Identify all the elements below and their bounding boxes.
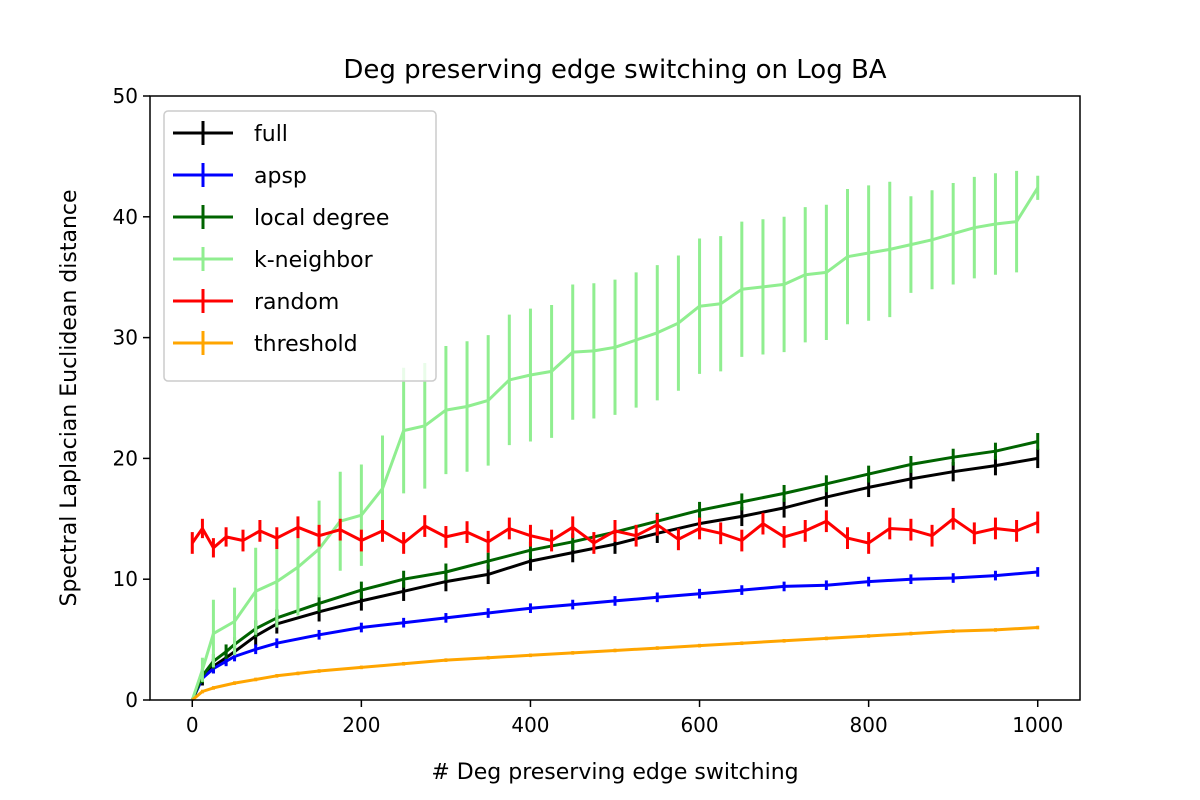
series-line xyxy=(191,626,1038,702)
legend-item: apsp xyxy=(173,163,307,189)
series-line xyxy=(191,517,1039,550)
x-tick-label: 600 xyxy=(680,713,718,737)
legend-item: full xyxy=(173,121,288,147)
legend-label: k-neighbor xyxy=(254,248,374,273)
x-tick-label: 800 xyxy=(850,713,888,737)
series-k-neighbor xyxy=(190,170,1040,701)
y-tick-label: 20 xyxy=(113,446,138,470)
plot-area xyxy=(190,170,1040,702)
y-axis-label: Spectral Laplacian Euclidean distance xyxy=(57,189,82,606)
y-tick-label: 40 xyxy=(113,205,138,229)
series-random xyxy=(190,507,1040,558)
legend-label: local degree xyxy=(254,206,389,231)
series-line xyxy=(190,187,1039,701)
x-axis-label: # Deg preserving edge switching xyxy=(431,760,798,785)
chart-title: Deg preserving edge switching on Log BA xyxy=(343,55,886,85)
x-tick-label: 400 xyxy=(511,713,549,737)
y-tick-label: 50 xyxy=(113,84,138,108)
legend-label: random xyxy=(254,290,339,315)
series-line xyxy=(190,570,1038,701)
y-tick-label: 10 xyxy=(113,567,138,591)
series-threshold xyxy=(191,625,1040,702)
axes: 0 200 400 600 800 1000 0 10 20 30 40 50 xyxy=(113,84,1081,737)
legend-label: full xyxy=(254,122,288,147)
legend-label: threshold xyxy=(254,332,358,357)
y-tick-label: 0 xyxy=(125,688,138,712)
y-tick-label: 30 xyxy=(113,326,138,350)
legend-item: random xyxy=(173,289,339,315)
x-tick-label: 200 xyxy=(342,713,380,737)
legend-box xyxy=(163,110,437,382)
legend-label: apsp xyxy=(254,164,307,189)
legend-item: local degree xyxy=(173,205,389,231)
plot-frame xyxy=(149,95,1081,701)
x-tick-label: 0 xyxy=(186,713,199,737)
legend-item: threshold xyxy=(173,331,358,357)
legend-item: k-neighbor xyxy=(173,247,374,273)
series-apsp xyxy=(190,567,1040,701)
legend: full apsp local degree k-neighbor random thre… xyxy=(163,110,437,382)
x-tick-label: 1000 xyxy=(1012,713,1063,737)
